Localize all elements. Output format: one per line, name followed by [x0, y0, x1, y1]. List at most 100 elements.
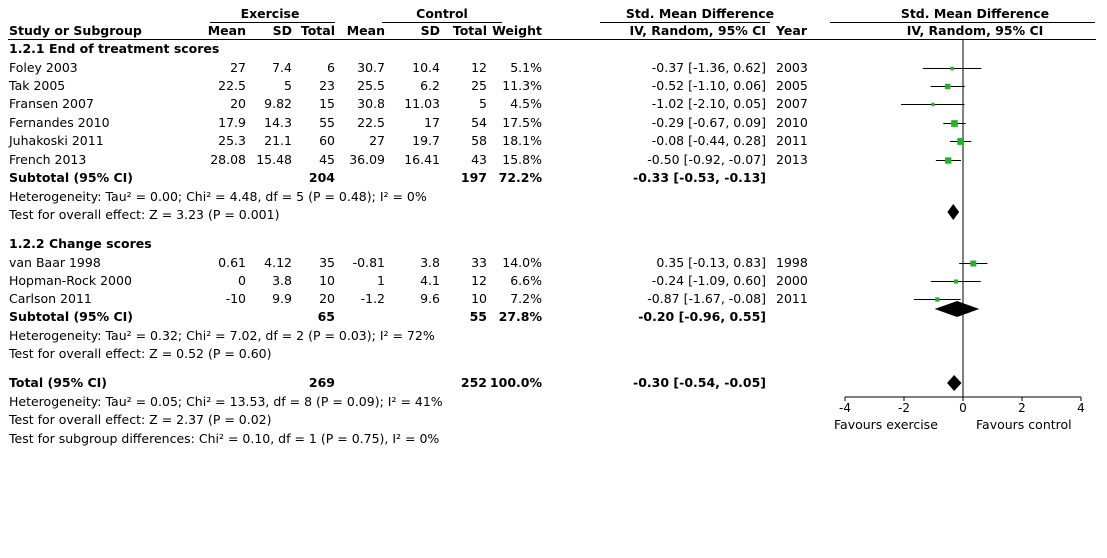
sd1-cell: 21.1: [264, 133, 292, 148]
mean2-cell: 25.5: [357, 78, 385, 93]
total1-cell: 20: [319, 291, 335, 306]
year-cell: 2003: [776, 60, 808, 75]
pooled-diamond: [934, 301, 980, 317]
year-cell: 2000: [776, 273, 808, 288]
total1-cell: 45: [319, 152, 335, 167]
control-header: Control: [416, 6, 468, 21]
weight-cell: 5.1%: [510, 60, 542, 75]
ci-cell: -1.02 [-2.10, 0.05]: [651, 96, 766, 111]
smd-header: Std. Mean Difference: [625, 6, 775, 21]
pooled-diamond: [947, 204, 960, 220]
plot-method-header: IV, Random, 95% CI: [906, 23, 1044, 38]
ci-cell: -0.37 [-1.36, 0.62]: [651, 60, 766, 75]
study-point: [950, 66, 954, 71]
plot-header: Std. Mean Difference: [900, 6, 1050, 21]
study-name: Tak 2005: [9, 78, 66, 93]
sd2-cell: 3.8: [420, 255, 440, 270]
study-name: Foley 2003: [9, 60, 78, 75]
study-name: Hopman-Rock 2000: [9, 273, 132, 288]
mean1-cell: 25.3: [218, 133, 246, 148]
sd1-cell: 15.48: [256, 152, 292, 167]
total2-cell: 12: [471, 273, 487, 288]
total2-cell: 25: [471, 78, 487, 93]
mean1-cell: 27: [230, 60, 246, 75]
heterogeneity-text: Heterogeneity: Tau² = 0.32; Chi² = 7.02,…: [9, 328, 435, 343]
subgroup-differences-text: Test for subgroup differences: Chi² = 0.…: [9, 431, 440, 446]
sd2-cell: 17: [424, 115, 440, 130]
x-tick-label: 0: [959, 401, 967, 415]
mean2-cell: 27: [369, 133, 385, 148]
sd1-cell: 14.3: [264, 115, 292, 130]
overall-effect-text: Test for overall effect: Z = 0.52 (P = 0…: [9, 346, 272, 361]
total2-cell: 5: [479, 96, 487, 111]
sd1-header: SD: [272, 23, 292, 38]
exercise-header: Exercise: [240, 6, 300, 21]
overall-effect-text: Test for overall effect: Z = 3.23 (P = 0…: [9, 207, 280, 222]
year-cell: 2011: [776, 291, 808, 306]
mean1-header: Mean: [207, 23, 246, 38]
sd2-cell: 6.2: [420, 78, 440, 93]
weight-cell: 11.3%: [502, 78, 542, 93]
total1-cell: 15: [319, 96, 335, 111]
weight-cell: 17.5%: [502, 115, 542, 130]
study-name: Fernandes 2010: [9, 115, 110, 130]
weight-cell: 15.8%: [502, 152, 542, 167]
mean2-cell: 1: [377, 273, 385, 288]
year-cell: 2005: [776, 78, 808, 93]
sd1-cell: 7.4: [272, 60, 292, 75]
total2-cell: 33: [471, 255, 487, 270]
ci-cell: -0.24 [-1.09, 0.60]: [651, 273, 766, 288]
x-tick-label: -2: [898, 401, 910, 415]
weight-cell: 4.5%: [510, 96, 542, 111]
favours-control-label: Favours control: [976, 417, 1072, 432]
study-name: van Baar 1998: [9, 255, 101, 270]
subtotal-total2: 197: [460, 170, 487, 185]
subtotal-ci: -0.33 [-0.53, -0.13]: [633, 170, 766, 185]
study-name: Carlson 2011: [9, 291, 92, 306]
subtotal-total1: 204: [308, 170, 335, 185]
mean1-cell: 0: [238, 273, 246, 288]
total-label: Total (95% CI): [9, 375, 108, 390]
total2-header: Total: [452, 23, 487, 38]
total-total2: 252: [460, 375, 487, 390]
mean1-cell: 28.08: [210, 152, 246, 167]
total1-cell: 35: [319, 255, 335, 270]
year-cell: 2007: [776, 96, 808, 111]
sd2-header: SD: [420, 23, 440, 38]
sd2-cell: 16.41: [404, 152, 440, 167]
total2-cell: 54: [471, 115, 487, 130]
mean2-header: Mean: [346, 23, 385, 38]
heterogeneity-text: Heterogeneity: Tau² = 0.00; Chi² = 4.48,…: [9, 189, 427, 204]
group-title: 1.2.2 Change scores: [9, 236, 152, 251]
mean2-cell: 30.7: [357, 60, 385, 75]
study-name: Juhakoski 2011: [9, 133, 104, 148]
sd2-cell: 4.1: [420, 273, 440, 288]
study-point: [951, 120, 958, 127]
year-cell: 2011: [776, 133, 808, 148]
ci-cell: -0.29 [-0.67, 0.09]: [651, 115, 766, 130]
total-weight: 100.0%: [489, 375, 542, 390]
exercise-underline: [210, 22, 335, 23]
study-point: [944, 83, 951, 90]
subtotal-total1: 65: [317, 309, 335, 324]
ci-cell: -0.08 [-0.44, 0.28]: [651, 133, 766, 148]
sd2-cell: 9.6: [420, 291, 440, 306]
sd2-cell: 11.03: [404, 96, 440, 111]
weight-cell: 7.2%: [510, 291, 542, 306]
subtotal-weight: 27.8%: [498, 309, 542, 324]
study-name: Fransen 2007: [9, 96, 94, 111]
x-tick-label: -4: [839, 401, 851, 415]
smd-underline: [600, 22, 770, 23]
total1-cell: 60: [319, 133, 335, 148]
study-point: [935, 297, 940, 302]
mean2-cell: 30.8: [357, 96, 385, 111]
study-name: French 2013: [9, 152, 87, 167]
sd1-cell: 9.9: [272, 291, 292, 306]
subtotal-total2: 55: [469, 309, 487, 324]
year-cell: 1998: [776, 255, 808, 270]
ci-cell: -0.50 [-0.92, -0.07]: [647, 152, 766, 167]
study-point: [953, 279, 958, 284]
group-title: 1.2.1 End of treatment scores: [9, 41, 220, 56]
total2-cell: 10: [471, 291, 487, 306]
